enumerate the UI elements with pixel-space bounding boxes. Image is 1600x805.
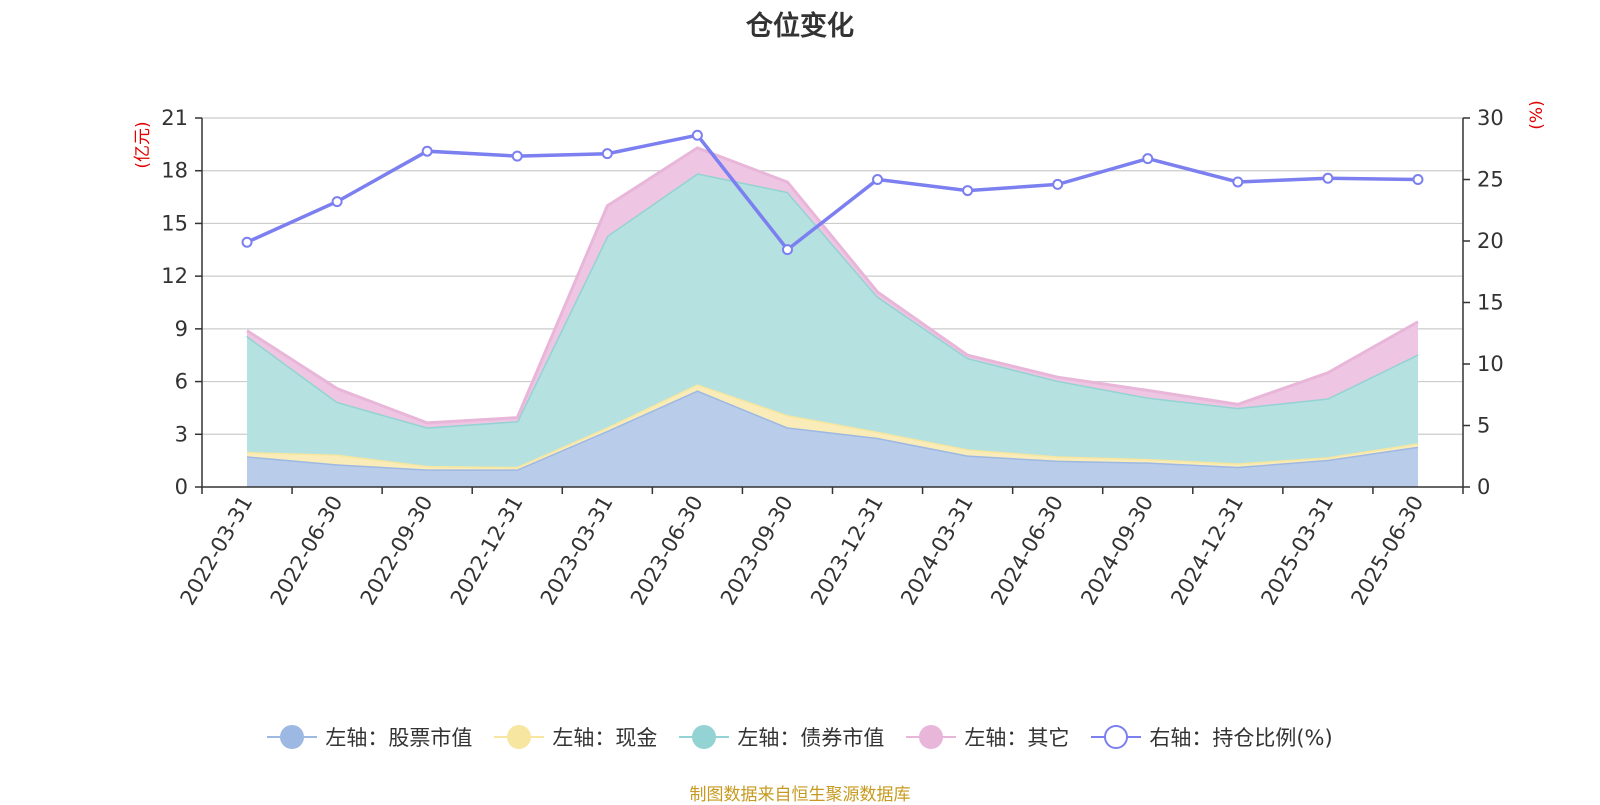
x-axis-tick-label: 2024-03-31 [896, 492, 978, 610]
legend-swatch-stock [267, 724, 318, 750]
x-axis-tick-label: 2025-03-31 [1256, 492, 1338, 610]
x-axis-tick-label: 2022-06-30 [266, 492, 348, 610]
left-axis-tick-label: 12 [161, 264, 188, 288]
legend-item-cash[interactable]: 左轴：现金 [494, 722, 657, 752]
left-axis-tick-label: 0 [175, 475, 188, 499]
legend-swatch-other [906, 724, 957, 750]
right-axis-tick-label: 15 [1477, 291, 1504, 315]
x-axis-tick-label: 2024-12-31 [1166, 492, 1248, 610]
x-axis-tick-label: 2023-03-31 [536, 492, 618, 610]
x-axis-tick-label: 2023-06-30 [626, 492, 708, 610]
ratio-line-point[interactable] [511, 150, 523, 162]
x-axis-tick-label: 2023-12-31 [806, 492, 888, 610]
left-axis-tick-label: 21 [161, 106, 188, 130]
x-axis-tick-label: 2023-09-30 [716, 492, 798, 610]
chart-title: 仓位变化 [746, 11, 854, 42]
legend-label-ratio: 右轴：持仓比例(%) [1149, 726, 1333, 750]
legend-item-ratio[interactable]: 右轴：持仓比例(%) [1091, 722, 1333, 752]
ratio-line-point[interactable] [241, 236, 253, 248]
area-series-1 [247, 384, 1418, 470]
right-axis-tick-label: 10 [1477, 352, 1504, 376]
right-axis-tick-label: 5 [1477, 414, 1490, 438]
legend: 左轴：股票市值 左轴：现金 左轴：债券市值 左轴：其它 右轴：持仓比例(%) [0, 722, 1600, 752]
right-axis-unit-label: (%) [1527, 100, 1547, 129]
left-axis-tick-label: 3 [175, 422, 188, 446]
left-axis-tick-label: 15 [161, 211, 188, 235]
ratio-line-point[interactable] [1142, 153, 1154, 165]
legend-item-bond[interactable]: 左轴：债券市值 [679, 722, 884, 752]
ratio-line-point[interactable] [1322, 172, 1334, 184]
left-axis-unit-label: (亿元) [133, 121, 153, 168]
legend-item-stock[interactable]: 左轴：股票市值 [267, 722, 472, 752]
legend-label-stock: 左轴：股票市值 [325, 726, 473, 750]
legend-label-cash: 左轴：现金 [552, 726, 658, 750]
left-axis-tick-label: 9 [175, 317, 188, 341]
ratio-line-point[interactable] [691, 129, 703, 141]
legend-swatch-cash [494, 724, 545, 750]
data-source-footer: 制图数据来自恒生聚源数据库 [689, 785, 911, 805]
right-axis-tick-label: 0 [1477, 475, 1490, 499]
ratio-line-point[interactable] [781, 244, 793, 256]
x-axis-tick-label: 2022-03-31 [176, 492, 258, 610]
legend-label-bond: 左轴：债券市值 [737, 726, 885, 750]
ratio-line-point[interactable] [1232, 176, 1244, 188]
right-axis-tick-label: 20 [1477, 229, 1504, 253]
x-axis-tick-label: 2025-06-30 [1346, 492, 1428, 610]
left-axis-tick-label: 6 [175, 370, 188, 394]
legend-swatch-ratio [1091, 724, 1142, 750]
legend-item-other[interactable]: 左轴：其它 [906, 722, 1069, 752]
x-axis-tick-label: 2024-06-30 [986, 492, 1068, 610]
left-axis-tick-label: 18 [161, 159, 188, 183]
ratio-line-point[interactable] [962, 185, 974, 197]
ratio-line [241, 129, 1424, 256]
right-axis-tick-label: 30 [1477, 106, 1504, 130]
x-axis-tick-label: 2024-09-30 [1076, 492, 1158, 610]
area-series-edge-3 [246, 146, 1419, 425]
ratio-line-point[interactable] [601, 148, 613, 160]
ratio-line-point[interactable] [1412, 174, 1424, 185]
ratio-line-point[interactable] [421, 145, 433, 157]
ratio-line-point[interactable] [872, 174, 884, 185]
stacked-areas [246, 146, 1419, 487]
ratio-line-point[interactable] [331, 196, 343, 208]
ratio-line-point[interactable] [1052, 178, 1064, 190]
x-axis-tick-label: 2022-12-31 [446, 492, 528, 610]
legend-swatch-bond [679, 724, 730, 750]
x-axis-tick-label: 2022-09-30 [356, 492, 438, 610]
ratio-line-path [246, 133, 1419, 253]
legend-label-other: 左轴：其它 [964, 726, 1070, 750]
right-axis-tick-label: 25 [1477, 168, 1504, 192]
